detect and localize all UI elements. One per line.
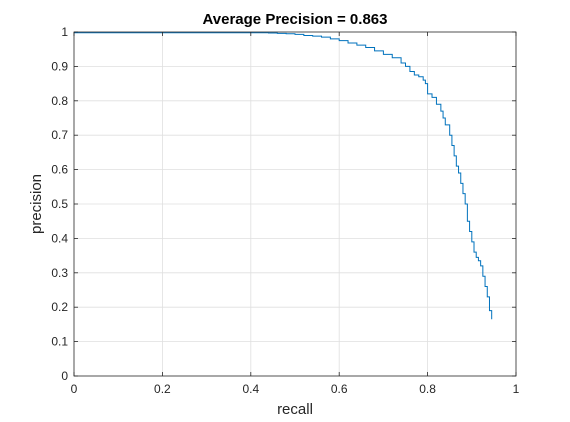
chart-title: Average Precision = 0.863 (203, 11, 388, 28)
x-tick-label: 0.6 (331, 382, 348, 396)
y-tick-label: 0.5 (51, 197, 68, 211)
y-tick-label: 0.6 (51, 163, 68, 177)
y-tick-label: 0.7 (51, 128, 68, 142)
y-tick-label: 0.3 (51, 266, 68, 280)
x-tick-label: 0.8 (419, 382, 436, 396)
y-tick-label: 0.2 (51, 300, 68, 314)
x-axis-label: recall (277, 401, 313, 418)
grid (74, 32, 516, 376)
y-tick-label: 0.9 (51, 59, 68, 73)
series-line (74, 32, 493, 320)
x-tick-label: 0.2 (154, 382, 171, 396)
x-tick-label: 1 (513, 382, 520, 396)
y-tick-label: 0.1 (51, 335, 68, 349)
x-tick-label: 0 (71, 382, 78, 396)
x-tick-label: 0.4 (242, 382, 259, 396)
series-layer (74, 32, 493, 320)
y-tick-label: 0.8 (51, 94, 68, 108)
y-tick-label: 0 (61, 369, 68, 383)
y-tick-label: 0.4 (51, 231, 68, 245)
y-axis-label: precision (28, 174, 45, 234)
ticks: 0 0.2 0.4 0.6 0.8 1 0 0.1 0.2 0.3 0.4 0.5 0.6 0.7 0.8 0… (51, 25, 519, 396)
y-tick-label: 1 (61, 25, 68, 39)
